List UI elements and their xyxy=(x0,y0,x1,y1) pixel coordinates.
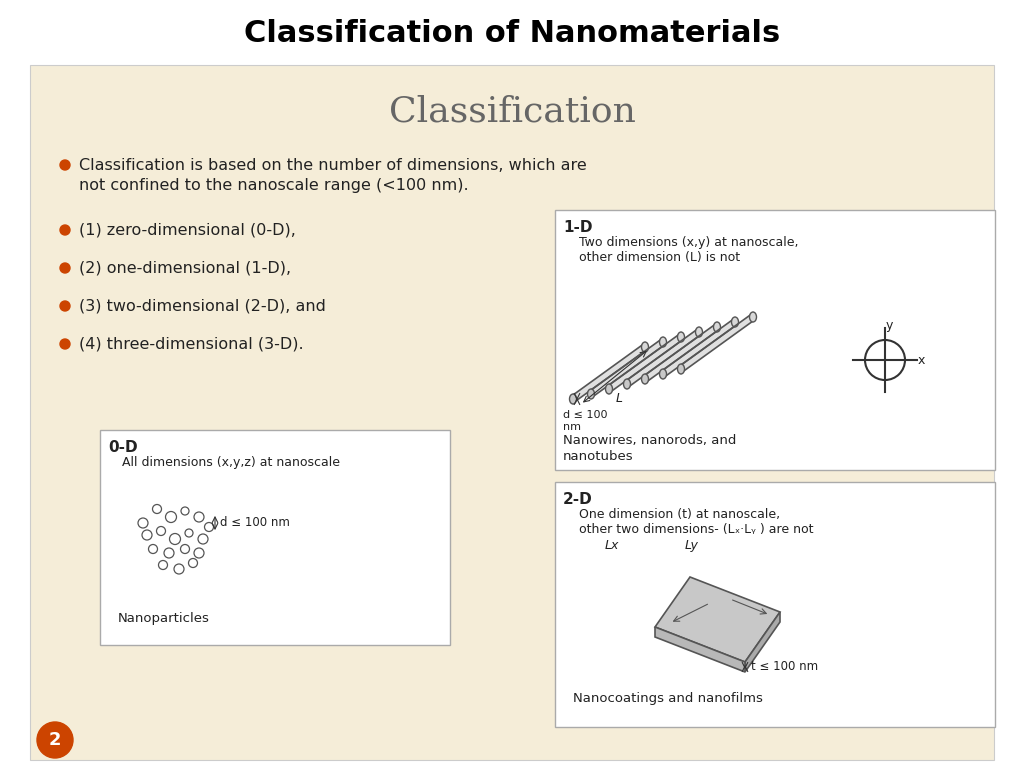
Text: x: x xyxy=(918,355,926,368)
Ellipse shape xyxy=(659,369,667,379)
Text: y: y xyxy=(886,319,893,333)
Ellipse shape xyxy=(569,394,577,404)
Text: Classification of Nanomaterials: Classification of Nanomaterials xyxy=(244,19,780,48)
Text: Ly: Ly xyxy=(685,539,698,552)
Polygon shape xyxy=(745,612,780,672)
Ellipse shape xyxy=(750,312,757,322)
Text: (2) one-dimensional (1-D),: (2) one-dimensional (1-D), xyxy=(79,260,291,276)
Ellipse shape xyxy=(605,384,612,394)
Polygon shape xyxy=(609,333,681,393)
Text: Classification is based on the number of dimensions, which are: Classification is based on the number of… xyxy=(79,158,587,173)
Text: L: L xyxy=(615,392,623,405)
Ellipse shape xyxy=(714,322,721,332)
Polygon shape xyxy=(591,338,663,398)
Text: All dimensions (x,y,z) at nanoscale: All dimensions (x,y,z) at nanoscale xyxy=(122,456,340,469)
Circle shape xyxy=(60,263,70,273)
Polygon shape xyxy=(663,318,735,378)
Bar xyxy=(0,0,1024,64)
Text: One dimension (t) at nanoscale,: One dimension (t) at nanoscale, xyxy=(579,508,780,521)
Ellipse shape xyxy=(678,364,684,374)
Text: t ≤ 100 nm: t ≤ 100 nm xyxy=(751,660,818,674)
Text: 0-D: 0-D xyxy=(108,440,137,455)
Bar xyxy=(100,430,450,645)
Text: nm: nm xyxy=(563,422,581,432)
Text: Two dimensions (x,y) at nanoscale,: Two dimensions (x,y) at nanoscale, xyxy=(579,236,799,249)
Polygon shape xyxy=(645,323,717,383)
Ellipse shape xyxy=(678,332,684,342)
Ellipse shape xyxy=(588,389,595,399)
Circle shape xyxy=(60,339,70,349)
Circle shape xyxy=(60,160,70,170)
Polygon shape xyxy=(627,328,699,388)
Text: Nanocoatings and nanofilms: Nanocoatings and nanofilms xyxy=(573,692,763,705)
Text: d ≤ 100: d ≤ 100 xyxy=(563,410,607,420)
Text: nanotubes: nanotubes xyxy=(563,450,634,463)
Text: (4) three-dimensional (3-D).: (4) three-dimensional (3-D). xyxy=(79,336,304,352)
Text: Classification: Classification xyxy=(388,95,636,129)
Text: not confined to the nanoscale range (<100 nm).: not confined to the nanoscale range (<10… xyxy=(79,178,469,193)
Circle shape xyxy=(60,301,70,311)
Ellipse shape xyxy=(695,327,702,337)
Polygon shape xyxy=(655,577,780,662)
Polygon shape xyxy=(681,313,753,373)
Text: 2: 2 xyxy=(49,731,61,749)
Ellipse shape xyxy=(641,374,648,384)
Polygon shape xyxy=(655,627,745,672)
Bar xyxy=(555,482,995,727)
Polygon shape xyxy=(573,343,645,403)
Bar xyxy=(555,210,995,470)
Text: other dimension (L) is not: other dimension (L) is not xyxy=(579,251,740,264)
Text: Nanoparticles: Nanoparticles xyxy=(118,612,210,625)
Circle shape xyxy=(60,225,70,235)
Text: d ≤ 100 nm: d ≤ 100 nm xyxy=(220,517,290,529)
Text: Lx: Lx xyxy=(605,539,620,552)
Ellipse shape xyxy=(641,342,648,352)
Text: Nanowires, nanorods, and: Nanowires, nanorods, and xyxy=(563,434,736,447)
Ellipse shape xyxy=(659,337,667,347)
Ellipse shape xyxy=(731,317,738,327)
Ellipse shape xyxy=(624,379,631,389)
Text: (1) zero-dimensional (0-D),: (1) zero-dimensional (0-D), xyxy=(79,223,296,237)
Text: (3) two-dimensional (2-D), and: (3) two-dimensional (2-D), and xyxy=(79,299,326,313)
Text: 1-D: 1-D xyxy=(563,220,593,235)
Text: other two dimensions- (Lₓ·Lᵧ ) are not: other two dimensions- (Lₓ·Lᵧ ) are not xyxy=(579,523,813,536)
Circle shape xyxy=(37,722,73,758)
Text: 2-D: 2-D xyxy=(563,492,593,507)
